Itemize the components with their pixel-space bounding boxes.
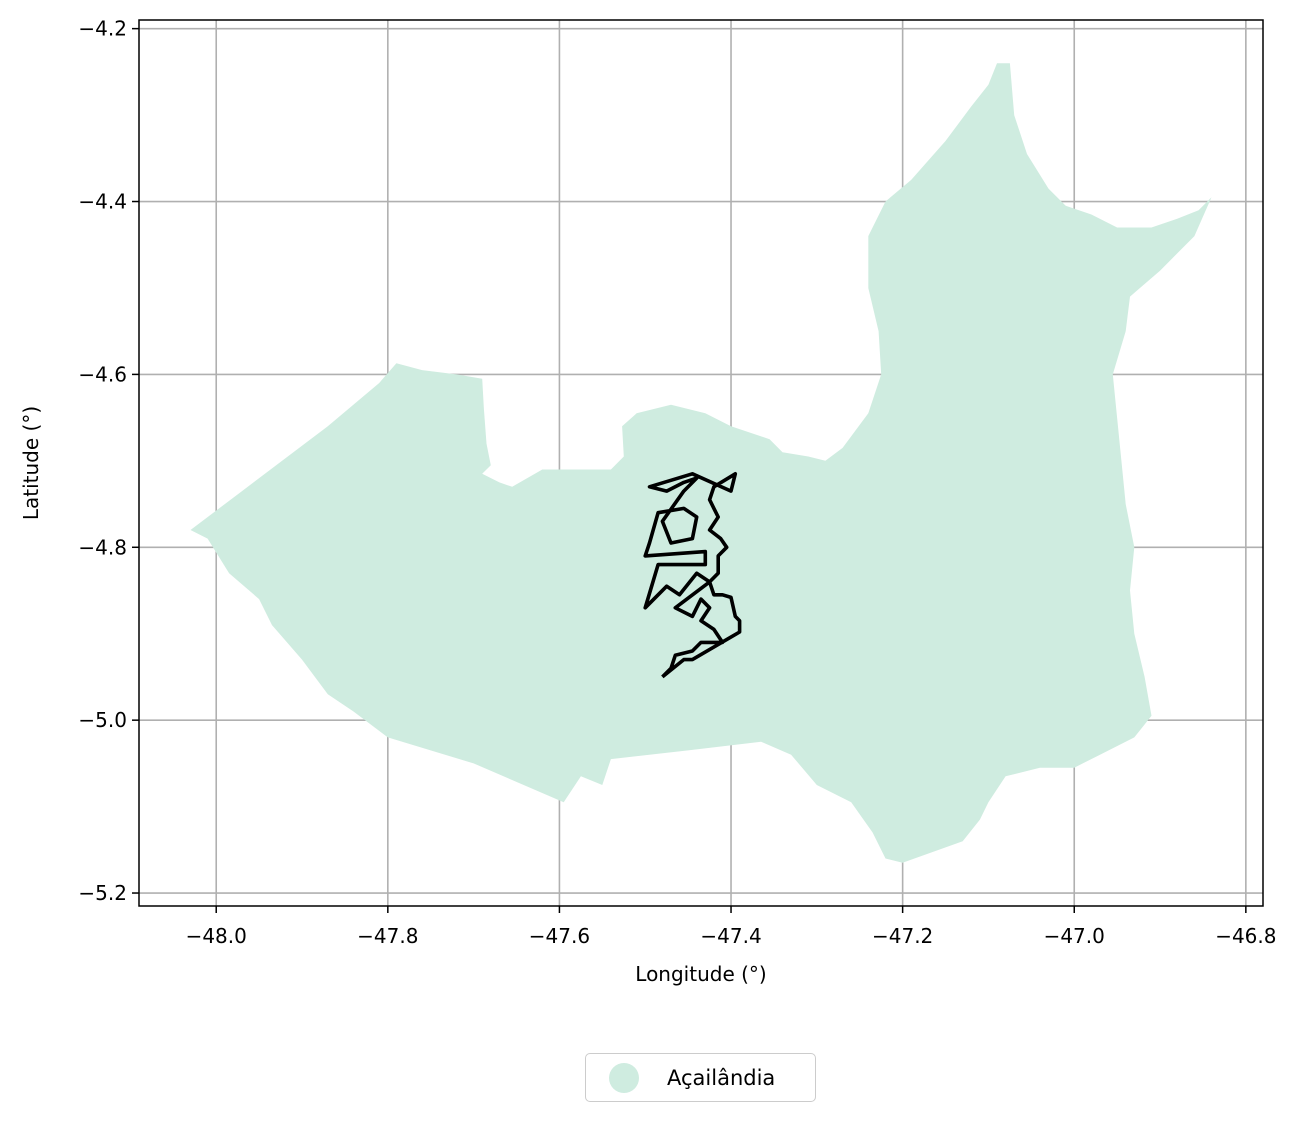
x-tick-label-1: −47.8: [357, 924, 418, 948]
y-tick-label-0: −4.2: [78, 17, 127, 41]
x-tick-label-0: −48.0: [186, 924, 247, 948]
y-tick-label-5: −5.2: [78, 881, 127, 905]
axis-ticks: −48.0 −47.8 −47.6 −47.4 −47.2 −47.0 −46.8 −4.2 −…: [78, 17, 1276, 948]
legend: Açailândia: [585, 1053, 816, 1102]
y-tick-label-1: −4.4: [78, 190, 127, 214]
x-tick-label-4: −47.2: [872, 924, 933, 948]
legend-label-acailandia: Açailândia: [667, 1065, 776, 1090]
x-tick-label-5: −47.0: [1044, 924, 1105, 948]
legend-swatch-acailandia: [609, 1062, 639, 1093]
y-tick-label-4: −5.0: [78, 708, 127, 732]
plot-frame: [138, 19, 1264, 907]
y-axis-label: Latitude (°): [19, 406, 43, 520]
inner-boundary-outline: [643, 471, 742, 679]
acailandia-region: [190, 63, 1212, 863]
x-tick-label-2: −47.6: [529, 924, 590, 948]
y-tick-label-3: −4.8: [78, 535, 127, 559]
y-tick-label-2: −4.6: [78, 362, 127, 386]
x-axis-label: Longitude (°): [635, 962, 766, 986]
x-tick-label-3: −47.4: [700, 924, 761, 948]
x-tick-label-6: −46.8: [1215, 924, 1276, 948]
